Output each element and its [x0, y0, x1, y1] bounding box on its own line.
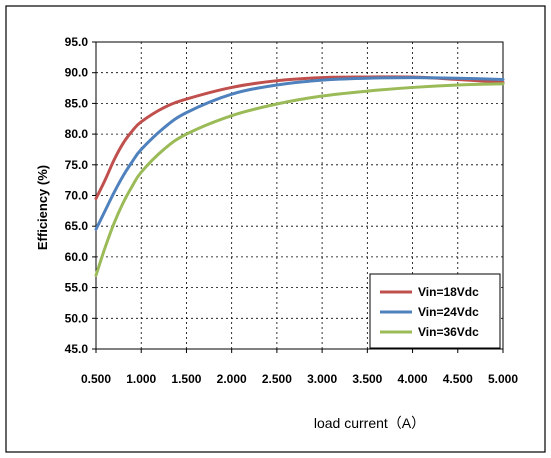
- y-tick-label: 55.0: [65, 281, 89, 295]
- x-tick-label: 3.500: [352, 372, 382, 386]
- y-tick-label: 65.0: [65, 219, 89, 233]
- y-tick-label: 85.0: [65, 96, 89, 110]
- y-axis-ticks: 45.0 50.0 55.0 60.0 65.0 70.0 75.0 80.0 85.0 90.0…: [65, 35, 96, 356]
- legend-label-2: Vin=24Vdc: [418, 305, 479, 319]
- y-tick-label: 45.0: [65, 342, 89, 356]
- x-tick-label: 1.000: [126, 372, 156, 386]
- x-tick-label: 1.500: [171, 372, 201, 386]
- y-tick-label: 80.0: [65, 127, 89, 141]
- x-axis-ticks: 0.500 1.000 1.500 2.000 2.500 3.000 3.500 4.000…: [81, 349, 518, 386]
- series-line-2: [94, 76, 505, 231]
- x-tick-label: 0.500: [81, 372, 111, 386]
- x-tick-label: 2.500: [262, 372, 292, 386]
- legend-label-3: Vin=36Vdc: [418, 325, 479, 339]
- x-tick-label: 2.000: [217, 372, 247, 386]
- legend-label-1: Vin=18Vdc: [418, 285, 479, 299]
- y-tick-label: 50.0: [65, 311, 89, 325]
- y-axis-title: Efficiency (%): [35, 165, 50, 250]
- y-tick-label: 90.0: [65, 66, 89, 80]
- y-tick-label: 70.0: [65, 189, 89, 203]
- x-tick-label: 3.000: [307, 372, 337, 386]
- y-tick-label: 60.0: [65, 250, 89, 264]
- x-tick-label: 4.000: [398, 372, 428, 386]
- series-line-3: [94, 82, 505, 277]
- x-axis-title: load current（A）: [314, 415, 425, 431]
- y-tick-label: 95.0: [65, 35, 89, 49]
- legend: Vin=18Vdc Vin=24Vdc Vin=36Vdc: [369, 273, 501, 349]
- series-lines: [94, 75, 505, 277]
- y-tick-label: 75.0: [65, 158, 89, 172]
- x-tick-label: 4.500: [443, 372, 473, 386]
- x-tick-label: 5.000: [488, 372, 518, 386]
